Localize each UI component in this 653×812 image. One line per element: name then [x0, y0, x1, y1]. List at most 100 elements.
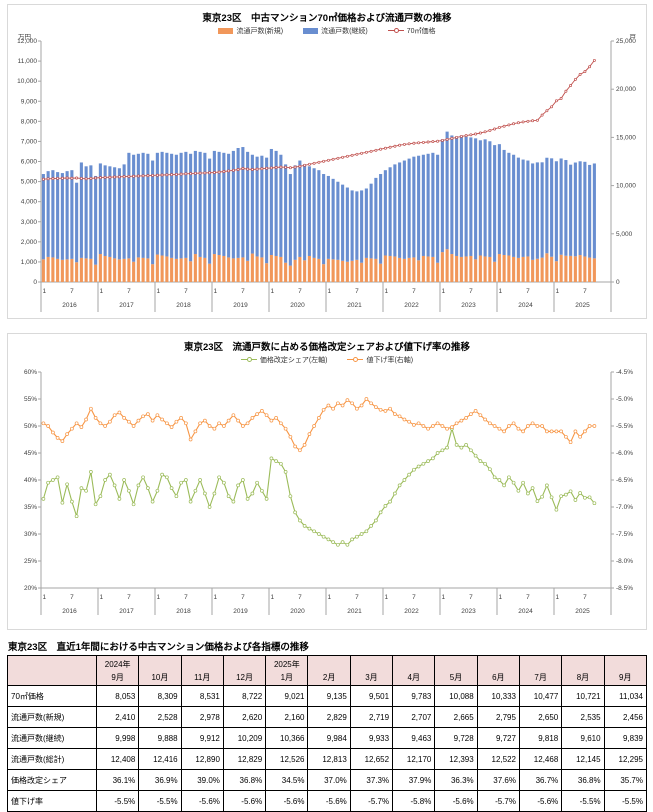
table-cell: 10,088 [434, 685, 478, 707]
table-row-label: 価格改定シェア [7, 769, 97, 791]
table-cell: 2,665 [434, 706, 478, 728]
table-cell: 35.7% [603, 769, 648, 791]
svg-text:-6.5%: -6.5% [616, 477, 633, 484]
table-row-label: 値下げ率 [7, 790, 97, 812]
svg-text:2024: 2024 [518, 608, 533, 615]
table-cell: 12,522 [476, 748, 520, 770]
svg-text:2018: 2018 [176, 302, 191, 309]
table-cell: 37.9% [392, 769, 436, 791]
table-col-header: 8月 [561, 655, 605, 686]
svg-text:9,000: 9,000 [21, 98, 38, 105]
table-cell: 12,408 [95, 748, 140, 770]
chart1-legend: 流通戸数(新規) 流通戸数(継続) 70㎡価格 [8, 26, 646, 36]
legend-item-revision-share: 価格改定シェア(左軸) [240, 356, 328, 364]
svg-text:-7.5%: -7.5% [616, 531, 633, 538]
svg-text:50%: 50% [24, 423, 37, 430]
table-cell: 36.3% [434, 769, 478, 791]
svg-text:7: 7 [70, 288, 74, 295]
svg-text:3,000: 3,000 [21, 219, 38, 226]
chart2-title: 東京23区 流通戸数に占める価格改定シェアおよび値下げ率の推移 [183, 342, 471, 353]
svg-text:7: 7 [469, 594, 473, 601]
svg-text:25,000: 25,000 [616, 38, 636, 45]
table-cell: 9,933 [349, 727, 394, 749]
chart2-legend: 価格改定シェア(左軸) 値下げ率(右軸) [8, 355, 646, 365]
table-cell: 37.3% [349, 769, 394, 791]
svg-text:1: 1 [499, 594, 503, 601]
legend-item-discount-rate: 値下げ率(右軸) [347, 356, 413, 364]
svg-text:-7.0%: -7.0% [616, 504, 633, 511]
price-volume-chart-panel: 東京23区 中古マンション70㎡価格および流通戸数の推移 流通戸数(新規) 流通… [7, 4, 647, 319]
new-listings-swatch-icon [218, 28, 234, 34]
svg-text:-6.0%: -6.0% [616, 450, 633, 457]
svg-text:2020: 2020 [290, 302, 305, 309]
svg-text:2,000: 2,000 [21, 239, 38, 246]
svg-text:1: 1 [556, 594, 560, 601]
table-col-header: 5月 [434, 655, 478, 686]
table-cell: 12,813 [307, 748, 351, 770]
table-cell: 12,829 [222, 748, 267, 770]
table-cell: 10,477 [518, 685, 563, 707]
svg-text:2019: 2019 [233, 608, 248, 615]
svg-text:-5.0%: -5.0% [616, 396, 633, 403]
chart1-plot: 0 1,000 2,000 3,000 4,000 5,000 6,000 7,000 8,00… [17, 38, 636, 312]
table-col-header: 2024年 9月 [95, 655, 140, 686]
svg-text:0: 0 [616, 279, 620, 286]
svg-text:1: 1 [385, 594, 389, 601]
svg-text:4,000: 4,000 [21, 199, 38, 206]
svg-text:1: 1 [385, 288, 389, 295]
svg-text:1: 1 [157, 288, 161, 295]
svg-text:7: 7 [241, 594, 245, 601]
table-col-header: 2025年 1月 [265, 655, 309, 686]
table-cell: 12,416 [138, 748, 182, 770]
svg-text:25%: 25% [24, 558, 37, 565]
svg-text:2022: 2022 [404, 302, 419, 309]
table-cell: 9,463 [392, 727, 436, 749]
table-row: 流通戸数(総計) 12,408 12,416 12,890 12,829 12,526 12… [7, 748, 648, 770]
svg-text:1: 1 [100, 594, 104, 601]
table-cell: 2,535 [561, 706, 605, 728]
svg-text:10,000: 10,000 [17, 78, 37, 85]
table-cell: 37.6% [476, 769, 520, 791]
svg-text:6,000: 6,000 [21, 159, 38, 166]
svg-text:2020: 2020 [290, 608, 305, 615]
chart1-title: 東京23区 中古マンション70㎡価格および流通戸数の推移 [202, 13, 452, 24]
svg-text:2017: 2017 [119, 608, 134, 615]
chart1-left-axis-unit: 万円 [18, 34, 31, 41]
svg-text:12,000: 12,000 [17, 38, 37, 45]
svg-text:2024: 2024 [518, 302, 533, 309]
table-cell: 9,135 [307, 685, 351, 707]
continuing-listings-swatch-icon [303, 28, 319, 34]
table-cell: 36.9% [138, 769, 182, 791]
table-cell: 36.7% [518, 769, 563, 791]
table-cell: 12,468 [518, 748, 563, 770]
svg-text:1: 1 [43, 594, 47, 601]
table-cell: -5.6% [222, 790, 267, 812]
table-cell: 2,795 [476, 706, 520, 728]
svg-text:7: 7 [70, 594, 74, 601]
table-cell: -5.6% [434, 790, 478, 812]
svg-text:1: 1 [100, 288, 104, 295]
table-cell: -5.5% [95, 790, 140, 812]
table-row: 70㎡価格 8,053 8,309 8,531 8,722 9,021 9,135 9,501… [7, 685, 648, 707]
svg-text:35%: 35% [24, 504, 37, 511]
svg-text:2023: 2023 [461, 302, 476, 309]
svg-text:30%: 30% [24, 531, 37, 538]
svg-text:7: 7 [355, 288, 359, 295]
table-col-header: 4月 [392, 655, 436, 686]
table-col-header: 3月 [349, 655, 394, 686]
svg-text:7: 7 [298, 594, 302, 601]
svg-text:11,000: 11,000 [18, 58, 38, 65]
table-cell: -5.7% [349, 790, 394, 812]
table-cell: 2,978 [180, 706, 224, 728]
table-cell: 2,456 [603, 706, 648, 728]
svg-text:1: 1 [214, 288, 218, 295]
svg-text:7: 7 [184, 288, 188, 295]
svg-text:0: 0 [33, 279, 37, 286]
legend-label-new-listings: 流通戸数(新規) [236, 28, 284, 35]
svg-text:-8.5%: -8.5% [616, 585, 633, 592]
table-cell: 9,839 [603, 727, 648, 749]
svg-text:1: 1 [157, 594, 161, 601]
table-cell: 11,034 [603, 685, 648, 707]
table-cell: 9,610 [561, 727, 605, 749]
svg-text:60%: 60% [24, 369, 37, 376]
